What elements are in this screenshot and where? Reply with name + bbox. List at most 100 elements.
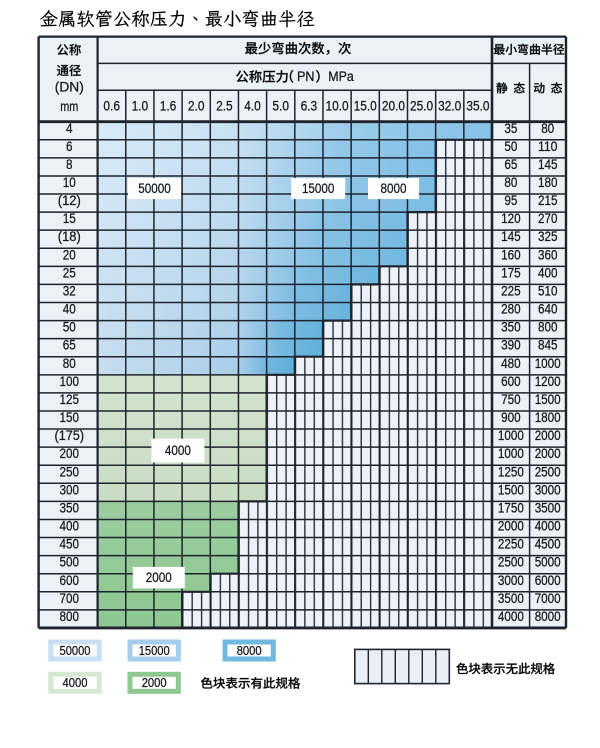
svg-text:15.0: 15.0 [354,98,377,113]
svg-text:110: 110 [538,139,558,154]
svg-text:120: 120 [501,211,521,226]
svg-text:15000: 15000 [139,644,170,658]
svg-text:6: 6 [66,139,73,154]
svg-text:2.5: 2.5 [216,98,233,113]
svg-text:145: 145 [538,157,558,172]
svg-text:270: 270 [538,211,558,226]
svg-text:800: 800 [538,320,558,335]
svg-text:160: 160 [501,247,521,262]
svg-text:6000: 6000 [535,573,561,588]
svg-text:175: 175 [501,265,521,280]
svg-text:640: 640 [538,302,558,317]
svg-text:280: 280 [501,302,521,317]
svg-text:2000: 2000 [146,570,172,585]
svg-text:80: 80 [63,356,76,371]
svg-text:4.0: 4.0 [244,98,261,113]
svg-text:15: 15 [63,211,76,226]
svg-text:1000: 1000 [498,428,524,443]
svg-text:200: 200 [60,446,80,461]
svg-text:300: 300 [60,482,80,497]
svg-text:3500: 3500 [498,591,524,606]
svg-text:(DN): (DN) [55,80,84,95]
svg-text:2000: 2000 [535,428,561,443]
svg-text:510: 510 [538,284,558,299]
svg-text:5000: 5000 [535,555,561,570]
svg-text:10: 10 [63,175,76,190]
svg-text:2000: 2000 [142,676,167,690]
svg-text:3500: 3500 [535,500,561,515]
svg-text:1800: 1800 [535,410,561,425]
svg-text:3000: 3000 [498,573,524,588]
svg-text:2250: 2250 [498,537,524,552]
svg-text:20: 20 [63,247,76,262]
svg-text:125: 125 [60,392,80,407]
svg-text:65: 65 [63,338,76,353]
svg-text:1750: 1750 [498,500,524,515]
svg-text:1500: 1500 [498,482,524,497]
svg-text:25.0: 25.0 [410,98,433,113]
svg-text:150: 150 [60,410,80,425]
svg-text:1000: 1000 [498,446,524,461]
svg-text:35.0: 35.0 [466,98,489,113]
svg-text:845: 845 [538,338,558,353]
svg-text:MPa: MPa [328,69,354,84]
svg-text:350: 350 [501,320,521,335]
svg-text:400: 400 [60,519,80,534]
svg-text:65: 65 [504,157,517,172]
svg-text:0.6: 0.6 [103,98,120,113]
svg-text:40: 40 [63,302,76,317]
svg-text:6.3: 6.3 [301,98,318,113]
svg-text:350: 350 [60,500,80,515]
svg-text:480: 480 [501,356,521,371]
svg-text:8000: 8000 [237,644,262,658]
svg-text:400: 400 [538,265,558,280]
svg-text:15000: 15000 [302,181,335,196]
svg-text:80: 80 [504,175,517,190]
svg-text:50000: 50000 [138,181,171,196]
svg-text:215: 215 [538,193,558,208]
svg-text:2000: 2000 [498,519,524,534]
svg-text:8000: 8000 [535,609,561,624]
svg-text:2500: 2500 [498,555,524,570]
svg-text:4500: 4500 [535,537,561,552]
svg-text:50000: 50000 [60,644,91,658]
svg-text:mm: mm [60,99,78,114]
svg-text:4000: 4000 [63,676,88,690]
svg-text:50: 50 [63,320,76,335]
svg-text:32.0: 32.0 [438,98,461,113]
svg-text:1250: 1250 [498,464,524,479]
svg-text:600: 600 [501,374,521,389]
svg-text:32: 32 [63,284,76,299]
svg-text:80: 80 [541,121,554,136]
svg-text:4000: 4000 [165,443,191,458]
svg-text:35: 35 [504,121,517,136]
svg-text:360: 360 [538,247,558,262]
svg-text:5.0: 5.0 [272,98,289,113]
svg-text:95: 95 [504,193,517,208]
svg-text:800: 800 [60,609,80,624]
svg-text:4000: 4000 [535,519,561,534]
svg-text:(175): (175) [55,428,85,443]
svg-text:7000: 7000 [535,591,561,606]
svg-text:500: 500 [60,555,80,570]
svg-text:1000: 1000 [535,356,561,371]
svg-text:225: 225 [501,284,521,299]
svg-text:180: 180 [538,175,558,190]
svg-text:700: 700 [60,591,80,606]
svg-text:1200: 1200 [535,374,561,389]
svg-text:2.0: 2.0 [188,98,205,113]
svg-text:50: 50 [504,139,517,154]
svg-text:4000: 4000 [498,609,524,624]
svg-text:1.6: 1.6 [160,98,177,113]
svg-text:25: 25 [63,265,76,280]
svg-text:1.0: 1.0 [132,98,149,113]
svg-text:250: 250 [60,464,80,479]
svg-text:450: 450 [60,537,80,552]
svg-text:10.0: 10.0 [326,98,349,113]
svg-text:3000: 3000 [535,482,561,497]
svg-text:(12): (12) [58,193,81,208]
svg-text:PN: PN [297,69,315,84]
svg-text:4: 4 [66,121,73,136]
svg-text:1500: 1500 [535,392,561,407]
svg-text:145: 145 [501,229,521,244]
